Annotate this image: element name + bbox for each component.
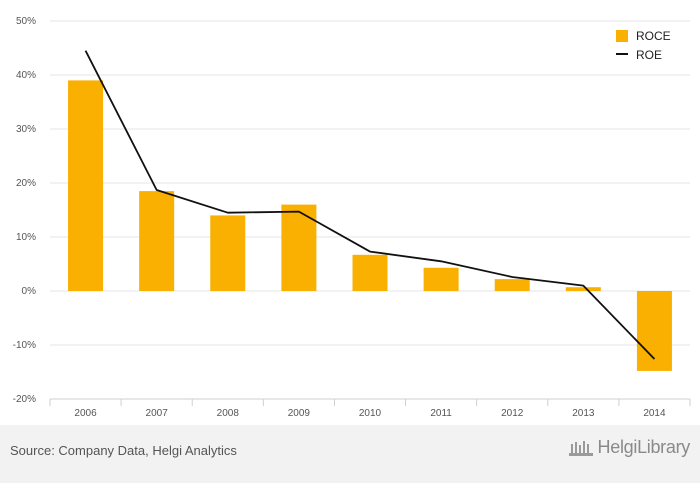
bar-roce-2008 xyxy=(210,215,246,291)
legend-label-roe: ROE xyxy=(636,48,662,62)
x-tick-label: 2014 xyxy=(643,408,666,419)
x-tick-label: 2012 xyxy=(501,408,524,419)
x-tick-label: 2007 xyxy=(146,408,169,419)
bar-roce-2011 xyxy=(423,267,459,291)
bar-roce-2014 xyxy=(636,291,672,371)
legend-label-roce: ROCE xyxy=(636,29,671,43)
source-note: Source: Company Data, Helgi Analytics xyxy=(10,443,237,458)
y-tick-label: 20% xyxy=(16,178,36,189)
x-tick-label: 2009 xyxy=(288,408,311,419)
y-tick-label: 50% xyxy=(16,16,36,27)
roe-line xyxy=(84,50,656,360)
legend-swatch-roce xyxy=(616,30,628,42)
y-tick-label: 30% xyxy=(16,124,36,135)
bar-roce-2007 xyxy=(139,191,175,291)
y-tick-label: -20% xyxy=(13,394,36,405)
bar-roce-2010 xyxy=(352,254,388,291)
chart: 50%40%30%20%10%0%-10%-20% 2006 2007 2008 20… xyxy=(13,16,691,419)
y-tick-label: 40% xyxy=(16,70,36,81)
x-axis: 2006 2007 2008 2009 2010 2011 2012 2013 2014 xyxy=(49,398,691,419)
y-tick-label: -10% xyxy=(13,340,36,351)
legend: ROCE ROE xyxy=(616,29,671,62)
x-tick-label: 2010 xyxy=(359,408,382,419)
x-tick-label: 2008 xyxy=(217,408,240,419)
y-tick-label: 0% xyxy=(22,286,37,297)
x-tick-label: 2006 xyxy=(74,408,97,419)
footer: Source: Company Data, Helgi Analytics He… xyxy=(0,425,700,483)
bar-roce-2006 xyxy=(68,80,104,292)
library-icon xyxy=(568,440,593,456)
bar-roce-2012 xyxy=(494,279,530,291)
y-tick-label: 10% xyxy=(16,232,36,243)
x-tick-label: 2011 xyxy=(430,408,452,419)
y-axis: 50% 40% 30% 20% 10% 0% -10% -20% xyxy=(13,16,36,405)
brand-logo[interactable]: HelgiLibrary xyxy=(568,437,690,458)
bar-roce-2013 xyxy=(565,287,601,291)
x-tick-label: 2013 xyxy=(572,408,595,419)
brand-name: HelgiLibrary xyxy=(597,437,691,457)
roce-bars xyxy=(68,80,672,371)
